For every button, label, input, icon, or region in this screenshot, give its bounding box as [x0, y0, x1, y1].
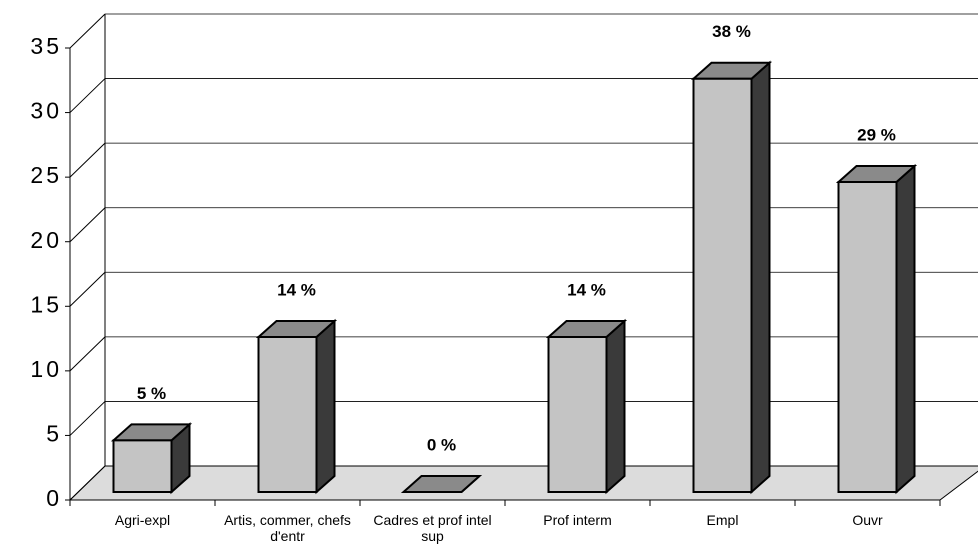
bar-side — [315, 318, 336, 495]
bar-front — [257, 336, 318, 493]
bar — [110, 422, 193, 495]
bar-front — [547, 336, 608, 493]
value-label: 14 % — [567, 281, 606, 300]
bar-side — [605, 318, 626, 495]
wall-line — [69, 142, 106, 178]
y-tick-label: 25 — [30, 162, 62, 188]
x-tick-label: Empl — [706, 512, 739, 528]
x-tick-label: Ouvr — [852, 512, 883, 528]
bar — [255, 318, 338, 495]
wall-line — [69, 271, 106, 307]
value-label: 5 % — [137, 384, 166, 403]
y-tick-label: 35 — [30, 33, 62, 59]
x-tick-label: Prof interm — [543, 512, 612, 528]
wall-line — [69, 336, 106, 372]
x-tick-label: Cadres et prof intel sup — [373, 512, 492, 544]
y-tick-label: 5 — [46, 421, 62, 447]
bar-side — [750, 60, 771, 495]
value-label: 0 % — [427, 435, 456, 454]
wall-line — [69, 207, 106, 243]
wall-line — [69, 465, 106, 501]
wall-line — [69, 401, 106, 436]
bar-side — [895, 163, 916, 495]
y-tick-label: 30 — [30, 98, 62, 124]
value-label: 29 % — [857, 126, 896, 145]
y-tick-label: 10 — [30, 356, 62, 382]
y-tick-label: 15 — [30, 291, 62, 317]
bar — [400, 475, 483, 493]
value-label: 14 % — [277, 281, 316, 300]
bar — [545, 318, 628, 495]
wall-line — [69, 78, 106, 113]
y-tick-label: 0 — [46, 485, 62, 511]
value-label: 38 % — [712, 22, 751, 41]
bar-front — [692, 77, 753, 493]
bar — [835, 163, 918, 495]
bar-front — [112, 439, 173, 493]
x-tick-label: Artis, commer, chefs d'entr — [224, 512, 351, 544]
wall-line — [69, 13, 106, 49]
bar — [690, 60, 773, 495]
bar-top — [400, 475, 483, 493]
bar-front — [837, 181, 898, 493]
y-tick-label: 20 — [30, 227, 62, 253]
x-tick-label: Agri-expl — [114, 512, 171, 528]
